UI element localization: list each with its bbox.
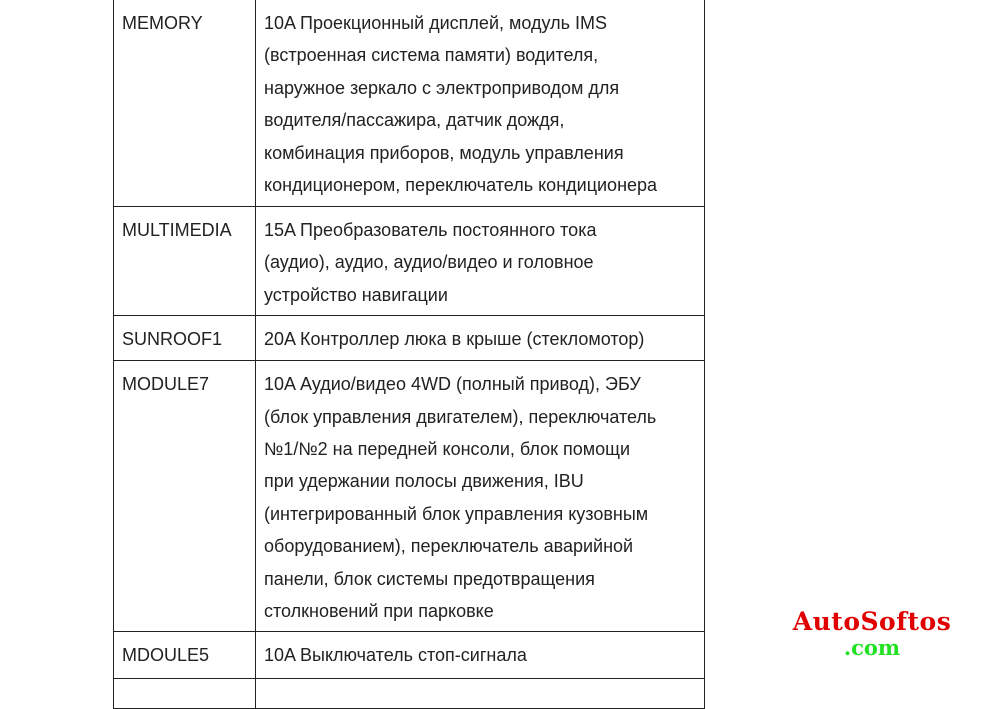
fuse-name: MODULE7 <box>113 360 256 633</box>
fuse-name: SUNROOF1 <box>113 315 256 362</box>
description-line: №1/№2 на передней консоли, блок помощи <box>264 439 630 460</box>
watermark-line2: .com <box>843 635 901 660</box>
fuse-name: MEMORY <box>113 0 256 207</box>
description-line: 20A Контроллер люка в крыше (стекломотор… <box>264 329 645 350</box>
fuse-description: 10A Аудио/видео 4WD (полный привод), ЭБУ… <box>255 360 705 633</box>
description-line: 10A Выключатель стоп-сигнала <box>264 645 527 666</box>
description-line: водителя/пассажира, датчик дождя, <box>264 110 565 131</box>
fuse-description: 10A Проекционный дисплей, модуль IMS (вст… <box>255 0 705 207</box>
fuse-name: MDOULE5 <box>113 631 256 680</box>
fuse-description: 10A Выключатель стоп-сигнала <box>255 631 705 680</box>
description-line: устройство навигации <box>264 284 448 305</box>
description-line: комбинация приборов, модуль управления <box>264 142 624 163</box>
description-line: (аудио), аудио, аудио/видео и головное <box>264 252 594 273</box>
table-row: MDOULE5 10A Выключатель стоп-сигнала <box>113 631 705 680</box>
watermark-line1: AutoSoftos <box>792 607 952 636</box>
description-line: при удержании полосы движения, IBU <box>264 471 584 492</box>
description-line: столкновений при парковке <box>264 601 494 622</box>
description-line: панели, блок системы предотвращения <box>264 568 595 589</box>
description-line: 15A Преобразователь постоянного тока <box>264 220 597 240</box>
table-row: SUNROOF1 20A Контроллер люка в крыше (сте… <box>113 315 705 362</box>
fuse-name <box>113 678 256 709</box>
table-row: MODULE7 10A Аудио/видео 4WD (полный приво… <box>113 360 705 633</box>
description-line: (интегрированный блок управления кузовны… <box>264 503 649 524</box>
description-line: кондиционером, переключатель кондиционер… <box>264 175 658 196</box>
fuse-description <box>255 678 705 709</box>
fuse-table: MEMORY 10A Проекционный дисплей, модуль I… <box>113 0 705 709</box>
description-line: 10A Проекционный дисплей, модуль IMS <box>264 13 607 33</box>
fuse-description: 20A Контроллер люка в крыше (стекломотор… <box>255 315 705 362</box>
description-line: 10A Аудио/видео 4WD (полный привод), ЭБУ <box>264 374 641 395</box>
fuse-name: MULTIMEDIA <box>113 205 256 317</box>
watermark-logo: AutoSoftos .com <box>760 608 984 660</box>
table-row: MULTIMEDIA 15A Преобразователь постоянног… <box>113 205 705 317</box>
description-line: (встроенная система памяти) водителя, <box>264 45 599 66</box>
description-line: (блок управления двигателем), переключат… <box>264 406 657 427</box>
fuse-description: 15A Преобразователь постоянного тока (ауд… <box>255 205 705 317</box>
description-line: наружное зеркало с электроприводом для <box>264 77 620 98</box>
table-row: MEMORY 10A Проекционный дисплей, модуль I… <box>113 0 705 207</box>
description-line: оборудованием), переключатель аварийной <box>264 536 634 557</box>
table-row <box>113 678 705 709</box>
